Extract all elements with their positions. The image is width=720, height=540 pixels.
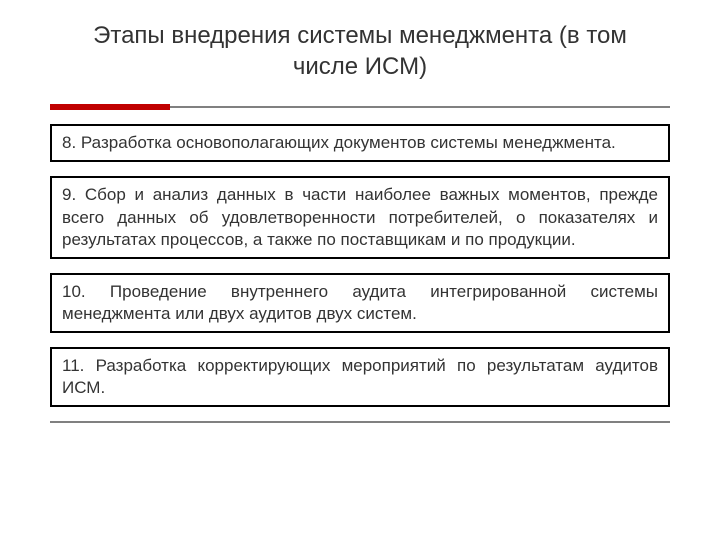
slide: Этапы внедрения системы менеджмента (в т…	[0, 0, 720, 540]
title-separator	[50, 104, 670, 110]
stage-box: 9. Сбор и анализ данных в части наиболее…	[50, 176, 670, 258]
stage-text: 9. Сбор и анализ данных в части наиболее…	[62, 185, 658, 248]
bottom-separator	[50, 421, 670, 423]
stage-text: 11. Разработка корректирующих мероприяти…	[62, 356, 658, 397]
separator-accent	[50, 104, 170, 110]
separator-line	[170, 106, 670, 108]
stage-box: 11. Разработка корректирующих мероприяти…	[50, 347, 670, 407]
stage-box: 8. Разработка основополагающих документо…	[50, 124, 670, 162]
stage-text: 10. Проведение внутреннего аудита интегр…	[62, 282, 658, 323]
stage-box: 10. Проведение внутреннего аудита интегр…	[50, 273, 670, 333]
slide-title: Этапы внедрения системы менеджмента (в т…	[50, 20, 670, 82]
stage-text: 8. Разработка основополагающих документо…	[62, 133, 616, 152]
